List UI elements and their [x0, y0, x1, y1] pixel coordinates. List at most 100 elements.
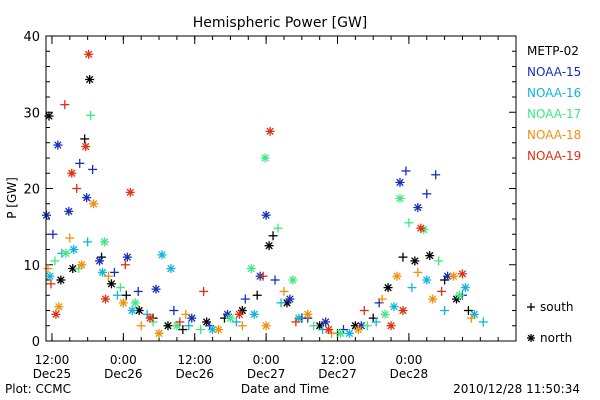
data-point [431, 170, 441, 180]
data-point [122, 252, 132, 262]
data-point [97, 252, 107, 262]
data-point [407, 283, 417, 293]
data-point [60, 100, 70, 110]
data-point [401, 166, 411, 176]
data-point [181, 309, 191, 319]
data-point [395, 193, 405, 203]
data-point [106, 279, 116, 289]
legend-entry: NOAA-16 [527, 86, 581, 100]
data-point [449, 271, 459, 281]
data-point [56, 275, 66, 285]
data-point [285, 294, 295, 304]
legend-marker-entry: north [527, 331, 572, 345]
data-point [273, 223, 283, 233]
x-tick-labels: 12:00Dec250:00Dec2612:00Dec260:00Dec2712… [33, 353, 428, 381]
data-point [377, 294, 387, 304]
legend-entry: NOAA-18 [527, 128, 581, 142]
data-point [422, 189, 432, 199]
data-point [199, 286, 209, 296]
legend-entry: NOAA-19 [527, 149, 581, 163]
chart-title: Hemispheric Power [GW] [193, 15, 368, 31]
data-point [353, 325, 363, 335]
data-point [86, 110, 96, 120]
data-point [309, 321, 319, 331]
data-point [115, 283, 125, 293]
data-point [178, 325, 188, 335]
data-point [112, 290, 122, 300]
data-point [95, 256, 105, 266]
data-point [81, 142, 91, 152]
data-point [240, 294, 250, 304]
data-point [48, 229, 58, 239]
legend-satellites: METP-02 NOAA-15 NOAA-16 NOAA-17 NOAA-18 NOAA-… [527, 44, 581, 163]
data-point [237, 321, 247, 331]
data-point [260, 153, 270, 163]
legend-marker-entry: south [527, 300, 574, 314]
data-point [154, 328, 164, 338]
data-point [130, 298, 140, 308]
data-point [261, 321, 271, 331]
data-point [187, 313, 197, 323]
data-point [68, 264, 78, 274]
data-point [53, 140, 63, 150]
y-tick-labels: 0 10 20 30 40 [23, 30, 40, 350]
data-point [276, 298, 286, 308]
data-point [398, 306, 408, 315]
data-point [45, 271, 55, 281]
data-point [389, 302, 399, 312]
plot-frame [45, 35, 517, 342]
data-point [83, 237, 93, 247]
x-tick-time-label: 0:00 [395, 353, 422, 367]
data-point [51, 309, 61, 319]
x-tick-time-label: 0:00 [110, 353, 137, 367]
x-tick-date-label: Dec26 [104, 367, 143, 381]
data-point [72, 184, 82, 193]
x-tick-time-label: 12:00 [320, 353, 355, 367]
data-point [196, 325, 206, 335]
data-point [120, 260, 130, 270]
data-point [279, 286, 289, 296]
x-axis-label: Date and Time [241, 382, 329, 396]
data-point [121, 290, 131, 300]
legend-entry: NOAA-17 [527, 107, 581, 121]
data-point [64, 206, 74, 216]
data-point [214, 325, 224, 335]
data-point [69, 245, 79, 254]
data-point [125, 187, 135, 197]
data-point [65, 233, 75, 243]
data-point [460, 283, 470, 293]
data-point [413, 267, 423, 277]
data-point [169, 306, 179, 315]
data-point [422, 275, 432, 285]
axis-ticks [46, 35, 517, 342]
data-point [457, 269, 467, 279]
data-point [258, 271, 268, 281]
data-point [234, 309, 244, 319]
data-point [268, 231, 278, 241]
data-point [463, 306, 473, 315]
data-point [410, 256, 420, 266]
legend-entry: NOAA-15 [527, 65, 581, 79]
data-point [395, 177, 405, 187]
data-point [54, 302, 64, 312]
x-tick-time-label: 12:00 [35, 353, 70, 367]
legend-entry: METP-02 [527, 44, 579, 58]
data-point [362, 321, 372, 331]
data-point [335, 328, 345, 338]
data-point [84, 49, 94, 59]
data-point [469, 309, 479, 319]
data-point [291, 317, 301, 327]
data-point [184, 321, 194, 331]
data-point [466, 313, 476, 323]
y-tick-label: 0 [32, 335, 40, 350]
data-point [98, 267, 108, 277]
plot-timestamp: 2010/12/28 11:50:34 [453, 382, 580, 396]
data-point [249, 309, 259, 319]
data-point [252, 290, 262, 300]
data-point [80, 134, 90, 144]
data-point [324, 325, 334, 335]
x-tick-time-label: 0:00 [253, 353, 280, 367]
x-tick-time-label: 12:00 [177, 353, 212, 367]
data-point [261, 210, 271, 220]
